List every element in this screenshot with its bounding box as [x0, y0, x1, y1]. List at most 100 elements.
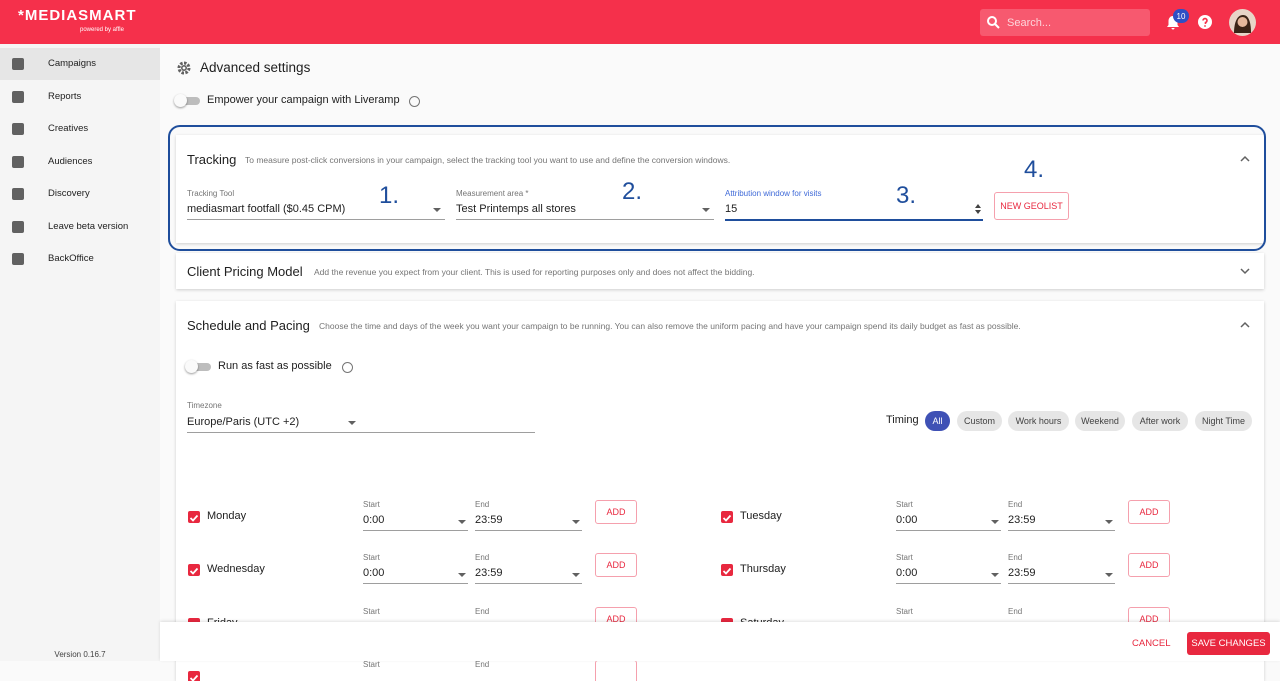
collapse-icon[interactable]	[1240, 321, 1250, 328]
checkbox[interactable]	[188, 511, 200, 523]
search-placeholder: Search...	[1007, 17, 1052, 29]
logo[interactable]: *MEDIASMART	[18, 7, 137, 24]
underline	[187, 219, 445, 220]
day-name: Monday	[207, 510, 247, 522]
end-value[interactable]: 23:59	[475, 514, 503, 526]
highlight-box	[168, 125, 1266, 251]
checkbox[interactable]	[188, 564, 200, 577]
checkbox[interactable]	[721, 564, 733, 577]
underline	[363, 583, 468, 585]
start-value[interactable]: 0:00	[896, 567, 918, 580]
end-value[interactable]: 23:59	[1008, 567, 1036, 580]
schedule-title: Schedule and Pacing	[187, 318, 310, 333]
version: Version 0.16.7	[54, 650, 106, 659]
liveramp-label: Empower your campaign with Liveramp	[207, 94, 400, 106]
client-pricing-card[interactable]: Client Pricing Model Add the revenue you…	[176, 253, 1264, 289]
day-name: Tuesday	[740, 510, 782, 522]
save-button[interactable]: SAVE CHANGES	[1187, 632, 1270, 655]
nav-icon	[12, 58, 24, 70]
checkbox[interactable]	[188, 671, 200, 681]
nav-item[interactable]: Campaigns	[0, 48, 160, 80]
start-value[interactable]: 0:00	[363, 567, 385, 580]
end-label: End	[1008, 500, 1023, 509]
nav-icon	[12, 253, 24, 265]
dropdown-arrow	[702, 208, 710, 212]
start-value[interactable]: 0:00	[896, 514, 918, 526]
end-value[interactable]: 23:59	[1008, 514, 1036, 526]
checkbox[interactable]	[721, 511, 733, 523]
timing-chip[interactable]: Night Time	[1195, 411, 1252, 431]
end-value[interactable]: 23:59	[475, 567, 503, 580]
add-button[interactable]: ADD	[1128, 500, 1170, 524]
fast-label: Run as fast as possible	[218, 360, 332, 372]
annotation: 3.	[896, 182, 917, 209]
nav-label: BackOffice	[48, 253, 94, 264]
nav-item[interactable]: Leave beta version	[0, 211, 160, 243]
timezone-value[interactable]: Europe/Paris (UTC +2)	[187, 416, 300, 428]
add-button[interactable]	[595, 660, 637, 681]
tracking-description: To measure post-click conversions in you…	[245, 155, 731, 165]
dropdown-arrow	[572, 573, 580, 578]
start-label: Start	[363, 500, 380, 509]
field-value[interactable]: mediasmart footfall ($0.45 CPM)	[187, 203, 346, 215]
tracking-title: Tracking	[187, 152, 237, 167]
logo-sub: powered by affle	[80, 27, 124, 33]
info-icon[interactable]	[409, 96, 420, 107]
nav-label: Discovery	[48, 188, 90, 199]
timing-label: Timing	[886, 414, 919, 426]
dropdown-arrow	[433, 208, 441, 212]
gear-icon	[177, 61, 191, 75]
new-geolist-button[interactable]: NEW GEOLIST	[994, 192, 1069, 220]
timing-chip[interactable]: After work	[1132, 411, 1188, 431]
dropdown-arrow	[991, 520, 999, 524]
nav-item[interactable]: BackOffice	[0, 243, 160, 275]
liveramp-toggle[interactable]	[174, 94, 200, 107]
collapse-icon[interactable]	[1240, 155, 1250, 162]
start-value[interactable]: 0:00	[363, 514, 385, 526]
timing-chip[interactable]: All	[925, 411, 950, 431]
schedule-description: Choose the time and days of the week you…	[319, 321, 1021, 331]
add-button[interactable]: ADD	[595, 553, 637, 578]
info-icon[interactable]	[342, 362, 353, 373]
nav-item[interactable]: Audiences	[0, 146, 160, 178]
end-label: End	[1008, 553, 1023, 563]
add-button[interactable]: ADD	[595, 500, 637, 524]
end-label: End	[1008, 606, 1023, 616]
timing-chip[interactable]: Custom	[957, 411, 1002, 431]
end-label: End	[475, 660, 490, 669]
fast-toggle[interactable]	[185, 360, 211, 373]
spinner[interactable]	[975, 210, 981, 214]
timing-chip[interactable]: Work hours	[1008, 411, 1069, 431]
field-label: Tracking Tool	[187, 189, 235, 198]
underline	[456, 219, 714, 220]
nav-label: Reports	[48, 90, 82, 102]
add-button[interactable]: ADD	[1128, 553, 1170, 578]
avatar[interactable]	[1229, 9, 1256, 36]
section-title: Advanced settings	[200, 60, 311, 75]
underline	[363, 530, 468, 531]
dropdown-arrow	[572, 520, 580, 524]
nav-item[interactable]: Discovery	[0, 178, 160, 210]
dropdown-arrow	[458, 573, 466, 578]
end-label: End	[475, 553, 490, 563]
underline	[187, 432, 535, 433]
dropdown-arrow	[991, 573, 999, 578]
nav-item[interactable]: Reports	[0, 81, 160, 113]
end-label: End	[475, 606, 490, 616]
start-label: Start	[363, 660, 380, 669]
nav-item[interactable]: Creatives	[0, 113, 160, 145]
expand-icon[interactable]	[1240, 268, 1250, 275]
spinner[interactable]	[975, 204, 981, 208]
underline	[1008, 583, 1115, 585]
field-value[interactable]: 15	[725, 203, 738, 215]
nav-label: Leave beta version	[48, 220, 129, 232]
search-box[interactable]: Search...	[980, 9, 1150, 36]
nav-label: Campaigns	[48, 58, 97, 69]
help-icon[interactable]	[1198, 15, 1212, 29]
cancel-button[interactable]: CANCEL	[1132, 638, 1171, 649]
underline	[896, 530, 1001, 531]
timing-chip[interactable]: Weekend	[1075, 411, 1125, 431]
client-pricing-description: Add the revenue you expect from your cli…	[314, 267, 755, 277]
field-value[interactable]: Test Printemps all stores	[456, 203, 576, 215]
